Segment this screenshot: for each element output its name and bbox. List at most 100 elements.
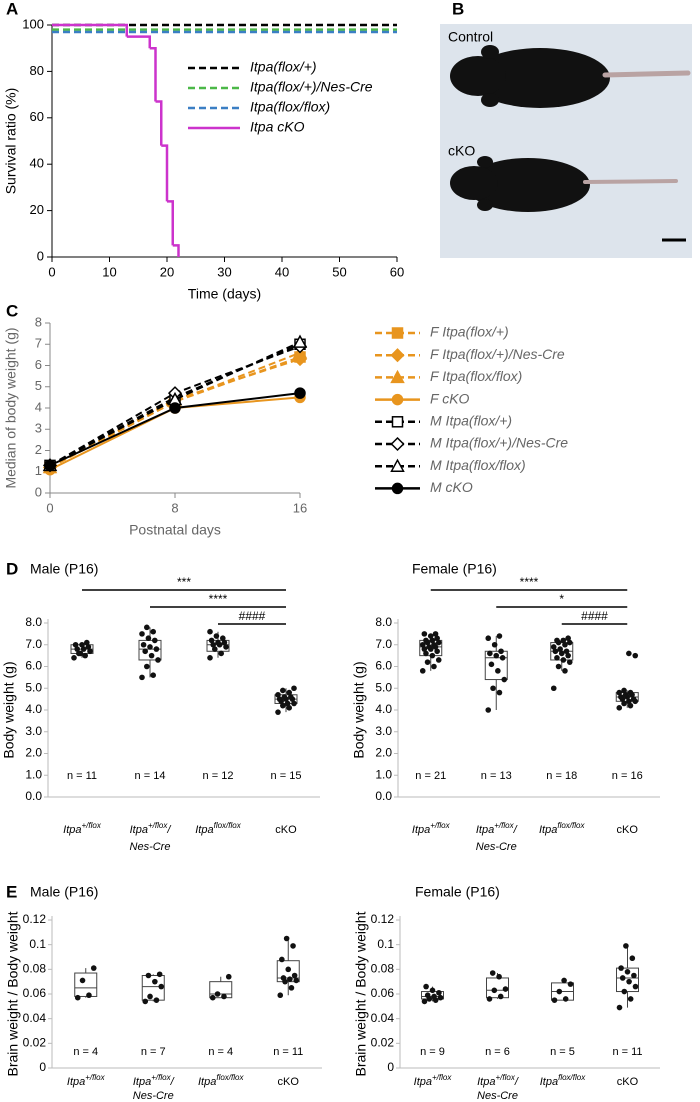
data-point [145, 635, 152, 642]
y-axis-label: Brain weight / Body weight [353, 911, 369, 1076]
data-point [562, 996, 569, 1002]
data-point [554, 637, 560, 644]
legend-label: M Itpa(flox/+)/Nes-Cre [430, 435, 568, 451]
data-point [275, 691, 281, 698]
significance-label: **** [209, 592, 228, 606]
y-tick-label: 0.02 [23, 1036, 47, 1050]
x-tick-label: Itpa+/flox/ [477, 1073, 519, 1088]
data-point [288, 694, 294, 700]
data-point [485, 635, 492, 642]
data-point [437, 994, 444, 1001]
data-point [560, 657, 567, 663]
y-axis-label: Survival ratio (%) [3, 88, 19, 195]
data-point [423, 650, 429, 657]
significance-label: #### [239, 609, 266, 623]
data-point [632, 983, 639, 990]
data-point [626, 698, 632, 705]
data-point [623, 943, 629, 949]
mouse-cko [450, 156, 678, 212]
data-point [147, 993, 153, 1000]
y-tick-label: 0 [35, 484, 42, 499]
category-base: Itpa [130, 824, 148, 836]
marker [292, 334, 308, 348]
y-tick-label: 0.0 [25, 789, 42, 803]
box-chart: D Male (P16) 0.0 1.0 2.0 3.0 4.0 5.0 6.0 7.0 8.0 Bo… [1, 559, 320, 853]
data-point [562, 668, 568, 674]
chart-title: Female (P16) [415, 884, 500, 900]
category-base: Itpa [540, 1076, 558, 1088]
x-tick-label: 0 [46, 500, 53, 515]
survival-step [167, 200, 174, 246]
line-chart: C 0 1 2 3 4 5 6 7 8 0 8 16 Postnatal days Median of bo… [3, 301, 569, 537]
x-tick-label: Itpa+/flox [412, 821, 451, 836]
y-axis-label: Brain weight / Body weight [5, 911, 21, 1076]
x-tick-label: Itpa+/flox/ [130, 821, 172, 836]
data-point [552, 648, 559, 655]
y-tick-label: 8 [35, 314, 42, 329]
y-tick-label: 6.0 [25, 659, 42, 673]
y-axis-label: Body weight (g) [1, 661, 17, 758]
box-chart: E Male (P16) 0 0.02 0.04 0.06 0.08 0.1 0.12Brain… [5, 882, 322, 1102]
y-tick-label: 1.0 [375, 767, 392, 781]
data-point [435, 639, 442, 646]
survival-step [172, 244, 180, 257]
data-point [496, 973, 502, 980]
category-base: Itpa [414, 1076, 432, 1088]
y-tick-label: 20 [30, 202, 44, 217]
data-point [429, 637, 436, 644]
data-point [210, 641, 216, 648]
n-label: n = 18 [546, 770, 577, 782]
significance-label: *** [177, 575, 191, 589]
data-point [490, 685, 496, 692]
legend-label: M Itpa(flox/+) [430, 413, 512, 429]
data-point [74, 994, 81, 1001]
data-point [283, 935, 290, 942]
y-tick-label: 60 [30, 109, 44, 124]
data-point [436, 989, 442, 996]
data-point [214, 991, 221, 997]
x-axis-label: Postnatal days [129, 522, 221, 538]
marker [390, 436, 405, 452]
data-point [434, 635, 440, 642]
data-point [621, 700, 627, 707]
n-label: n = 21 [415, 770, 446, 782]
data-point [225, 973, 232, 980]
category-sup: +/flox [495, 1073, 515, 1082]
category-sup: flox/flox [216, 1073, 244, 1082]
data-point [499, 655, 506, 661]
data-point [626, 978, 632, 985]
category-sup: +/flox [82, 821, 102, 830]
photo-label: Control [448, 29, 493, 45]
x-axis-label: Time (days) [188, 286, 261, 302]
data-point [421, 631, 428, 637]
y-tick-label: 8.0 [375, 615, 392, 629]
panel-letter: E [6, 882, 17, 901]
category-after: / [513, 824, 518, 836]
data-point [493, 652, 500, 659]
data-point [82, 652, 88, 659]
data-point [431, 641, 437, 648]
legend-label: M cKO [430, 479, 473, 495]
category-sup: +/flox [430, 821, 450, 830]
data-point [87, 648, 93, 655]
y-tick-label: 40 [30, 156, 44, 171]
data-point [72, 641, 79, 648]
y-tick-label: 0.0 [375, 789, 392, 803]
data-point [153, 997, 160, 1003]
legend-label: F cKO [430, 390, 470, 406]
data-point [139, 631, 145, 637]
data-point [434, 648, 440, 655]
category-base: Itpa [476, 824, 494, 836]
category-sup: +/flox [148, 821, 168, 830]
data-point [221, 993, 227, 1000]
data-point [431, 663, 437, 670]
data-point [223, 644, 229, 650]
data-point [148, 652, 155, 659]
data-point [565, 635, 571, 642]
y-axis-label: Body weight (g) [351, 661, 367, 758]
data-point [77, 650, 84, 657]
data-point [502, 986, 509, 992]
photo-panel: B Control cKO [440, 0, 692, 258]
data-point [152, 637, 158, 644]
data-point [74, 646, 80, 652]
